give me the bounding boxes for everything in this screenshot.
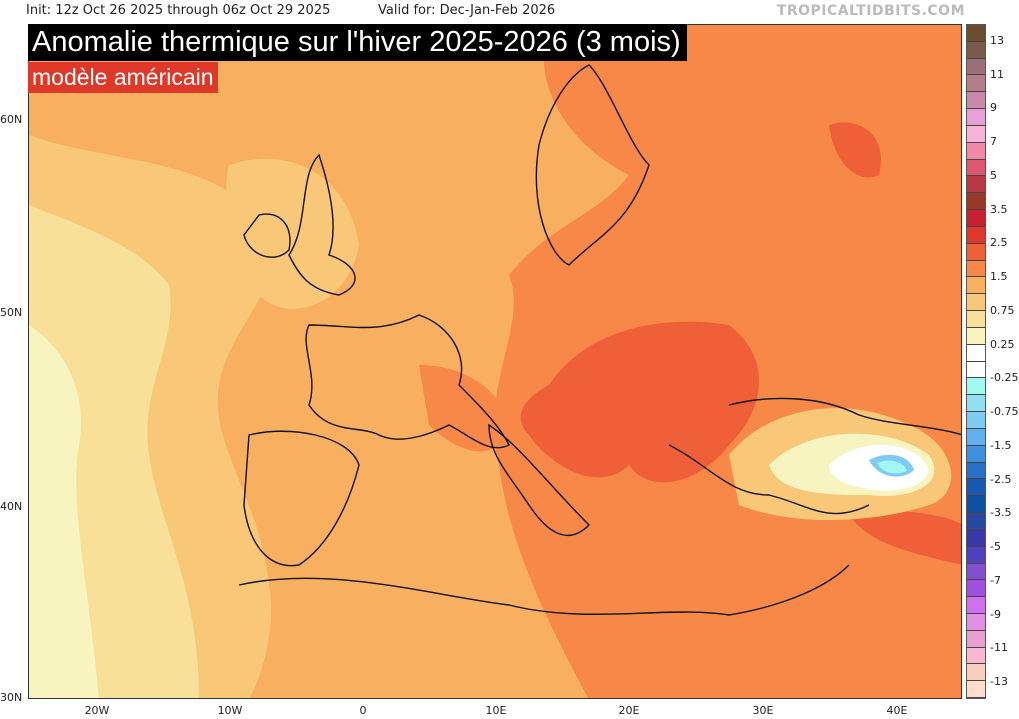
colorbar-swatch [967,630,985,648]
lat-label: 60N [0,113,23,126]
colorbar-swatch [967,75,985,93]
colorbar-swatch [967,260,985,278]
colorbar-swatch [967,226,985,244]
colorbar-swatch [967,176,985,194]
colorbar-swatch [967,428,985,446]
anomaly-zone-pale-uk [226,158,359,309]
colorbar-label: -7 [990,573,1001,587]
colorbar-swatch [967,277,985,295]
colorbar-label: -0.75 [990,405,1019,419]
colorbar-swatch [967,210,985,227]
anomaly-zone-hot-north [829,122,881,178]
colorbar-label: 3.5 [990,202,1008,216]
colorbar-label: 0.25 [990,337,1015,351]
colorbar-label: 11 [990,67,1004,81]
colorbar-swatch [967,361,985,379]
colorbar-label: 13 [990,33,1004,47]
lon-label: 30E [752,704,774,717]
lon-label: 40E [886,704,908,717]
colorbar-label: 7 [990,135,997,149]
map-subtitle: modèle américain [28,62,218,93]
colorbar-swatch [967,664,985,682]
colorbar-label: -2.5 [990,472,1012,486]
colorbar-swatch [967,311,985,328]
colorbar-label: -0.25 [990,371,1019,385]
colorbar-label: 9 [990,101,997,115]
colorbar-label: -3.5 [990,506,1012,520]
lat-label: 40N [0,500,23,513]
colorbar-swatch [967,479,985,497]
coastlines [238,64,961,616]
colorbar-label: -1.5 [990,438,1012,452]
colorbar-swatch [967,142,985,160]
colorbar-label: -5 [990,540,1001,554]
colorbar-swatch [967,58,985,76]
init-time: Init: 12z Oct 26 2025 through 06z Oct 29… [26,3,331,18]
colorbar-swatch [967,681,985,699]
colorbar-swatch [967,344,985,362]
anomaly-zone-hot-east [849,510,961,565]
colorbar-swatch [967,445,985,463]
colorbar-swatch [967,563,985,581]
colorbar-swatch [967,193,985,211]
colorbar-swatch [967,378,985,396]
anomaly-map [28,24,962,699]
colorbar-swatch [967,412,985,429]
colorbar-swatch [967,125,985,143]
colorbar-label: 5 [990,168,997,182]
colorbar-label: -9 [990,607,1001,621]
colorbar-swatch [967,294,985,312]
colorbar-swatch [967,41,985,59]
colorbar-swatch [967,597,985,614]
lat-label: 50N [0,306,23,319]
lon-label: 20E [618,704,640,717]
colorbar-swatch [967,580,985,598]
colorbar-label: -11 [990,641,1008,655]
colorbar-swatch [967,92,985,110]
lat-label: 30N [0,691,23,704]
colorbar-swatch [967,496,985,514]
map-title: Anomalie thermique sur l'hiver 2025-2026… [28,24,687,61]
brand-watermark: TROPICALTIDBITS.COM [776,3,965,19]
colorbar-swatch [967,327,985,345]
anomaly-zone-turkey-cyan [877,460,907,474]
colorbar-swatch [967,25,985,42]
anomaly-zone-warm-west [419,365,509,452]
colorbar-swatch [967,529,985,547]
lon-label: 20W [84,704,110,717]
colorbar-label: 0.75 [990,303,1015,317]
colorbar-label: 2.5 [990,236,1008,250]
colorbar-label: -13 [990,675,1008,689]
lon-label: 10E [485,704,507,717]
anomaly-zone-hot [520,321,759,483]
valid-period: Valid for: Dec-Jan-Feb 2026 [378,3,556,18]
lon-label: 0 [359,704,367,717]
colorbar-swatch [967,513,985,530]
anomaly-zone-lightest [29,325,99,698]
colorbar-swatch [967,243,985,261]
colorbar-swatch [967,109,985,126]
colorbar-swatch [967,613,985,631]
lon-label: 10W [217,704,243,717]
colorbar-swatch [967,462,985,480]
colorbar-label: 1.5 [990,270,1008,284]
colorbar-swatch [967,546,985,564]
colorbar-swatch [967,395,985,413]
anomaly-field [29,25,961,698]
colorbar-swatch [967,159,985,177]
colorbar [966,24,986,699]
colorbar-swatch [967,647,985,665]
